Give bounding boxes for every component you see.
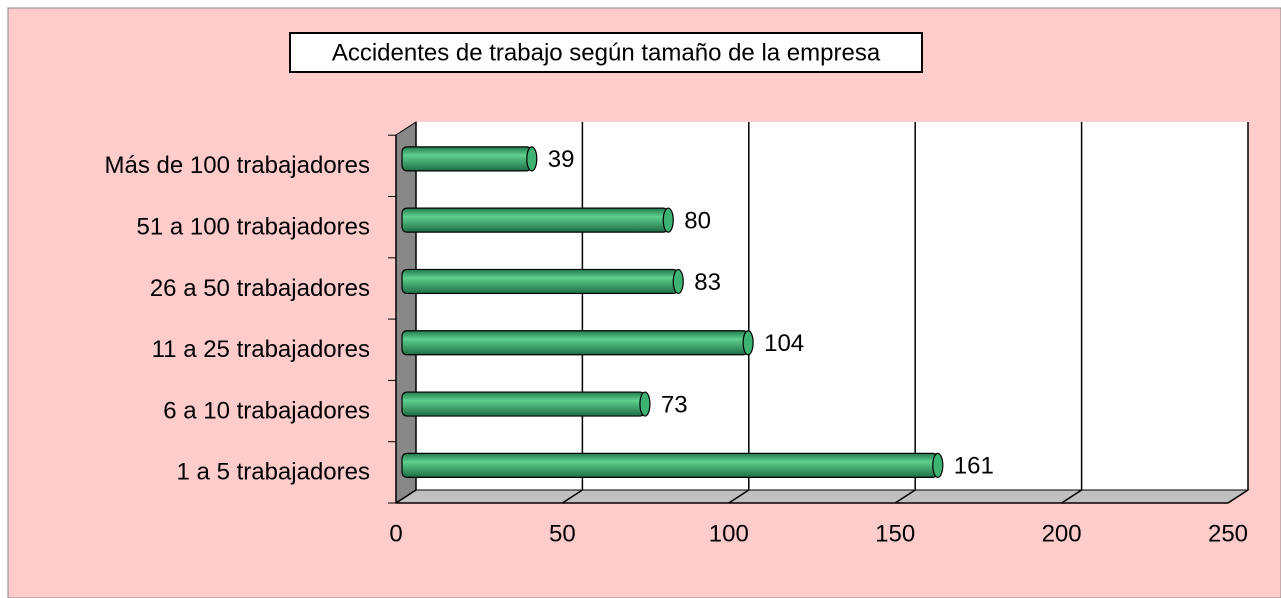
floor: [394, 489, 1250, 504]
bar-cap: [662, 207, 674, 233]
y-tick-label: 51 a 100 trabajadores: [136, 213, 370, 240]
bar: [401, 207, 669, 233]
bar-cap: [932, 452, 944, 478]
value-label: 83: [694, 269, 721, 296]
y-tick-label: Más de 100 trabajadores: [105, 152, 371, 179]
x-tick-label: 0: [389, 520, 402, 547]
x-tick-label: 250: [1208, 520, 1248, 547]
floor-grid-line: [1227, 489, 1249, 504]
value-label: 73: [661, 391, 688, 418]
value-label: 80: [684, 207, 711, 234]
title-box: [289, 32, 923, 73]
floor-grid-line: [728, 489, 750, 504]
x-tick-label: 150: [875, 520, 915, 547]
side-wall: [395, 121, 417, 504]
y-tick-label: 11 a 25 trabajadores: [152, 336, 370, 363]
back-wall: [416, 122, 1248, 490]
bar-cap: [742, 330, 754, 356]
bar-cap: [672, 268, 684, 295]
value-label: 39: [548, 146, 575, 173]
bar: [401, 330, 749, 356]
chart-title: Accidentes de trabajo según tamaño de la…: [332, 39, 881, 66]
x-tick-label: 200: [1042, 520, 1082, 547]
x-tick-label: 50: [549, 520, 576, 547]
floor-grid-line: [1061, 489, 1083, 504]
floor-grid-line: [561, 489, 583, 504]
value-label: 161: [954, 453, 994, 480]
bar: [401, 146, 533, 172]
bar: [401, 268, 679, 295]
value-label: 104: [764, 330, 804, 357]
x-tick-label: 100: [709, 520, 749, 547]
bar-cap: [639, 391, 651, 417]
bar: [401, 452, 939, 478]
y-tick-label: 26 a 50 trabajadores: [150, 275, 370, 302]
floor-grid-line: [395, 489, 417, 504]
y-tick-label: 1 a 5 trabajadores: [177, 459, 370, 486]
bar: [401, 391, 646, 417]
floor-grid-line: [894, 489, 916, 504]
bar-cap: [526, 146, 538, 172]
y-tick-label: 6 a 10 trabajadores: [163, 397, 370, 424]
